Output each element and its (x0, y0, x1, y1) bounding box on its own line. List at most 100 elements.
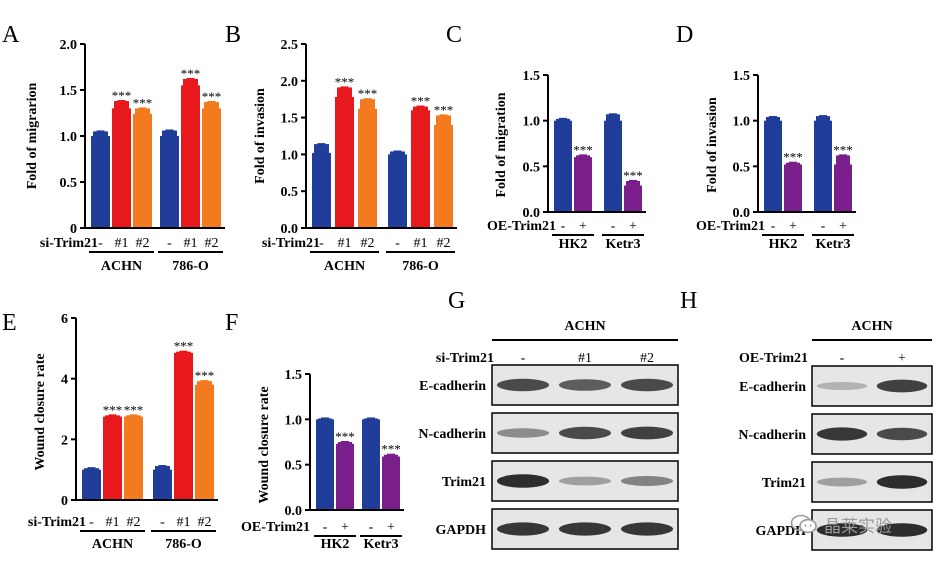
treatment-label: + (579, 219, 587, 234)
bar (160, 136, 179, 228)
group-label: ACHN (101, 259, 142, 274)
watermark: 晶莱实验 (790, 507, 940, 541)
significance-label: *** (573, 142, 593, 157)
y-tick-label: 1.0 (60, 130, 78, 145)
blot-band (496, 522, 550, 536)
group-label: HK2 (559, 237, 588, 252)
y-tick-label: 2 (61, 433, 68, 448)
lane-label: #2 (640, 351, 654, 366)
y-tick-label: 0 (61, 494, 68, 509)
bar (814, 120, 832, 212)
treatment-label: #1 (184, 236, 198, 251)
bar (103, 416, 122, 500)
bar (133, 113, 152, 228)
treatment-label: + (629, 219, 637, 234)
error-bar (338, 442, 352, 445)
panel-letter: H (680, 288, 697, 314)
watermark-text: 晶莱实验 (824, 516, 892, 537)
y-tick-label: 0.5 (285, 459, 303, 474)
significance-label: *** (202, 89, 222, 104)
error-bar (626, 180, 640, 187)
error-bar (204, 101, 219, 110)
group-label: 786-O (402, 259, 439, 274)
error-bar (176, 351, 191, 354)
significance-label: *** (181, 66, 201, 81)
bar (358, 108, 377, 228)
bar (434, 124, 453, 228)
error-bar (337, 87, 352, 98)
panel-letter: C (446, 22, 462, 48)
error-bar (576, 155, 590, 159)
group-label: ACHN (92, 537, 133, 552)
significance-label: *** (381, 442, 401, 457)
blot-band (876, 523, 928, 537)
significance-label: *** (434, 102, 454, 117)
significance-label: *** (174, 339, 194, 354)
factor-label: OE-Trim21 (487, 219, 556, 234)
y-tick-label: 0.0 (285, 504, 303, 519)
y-tick-label: 0.5 (523, 160, 541, 175)
bar (174, 352, 193, 500)
y-tick-label: 0.5 (733, 160, 751, 175)
blot-band (620, 378, 674, 392)
group-label: 786-O (165, 537, 202, 552)
y-tick-label: 2.5 (281, 38, 299, 53)
bar (411, 110, 430, 228)
error-bar (606, 114, 620, 122)
panel-letter: B (225, 22, 241, 48)
factor-label: si-Trim21 (262, 236, 320, 251)
blot-band (620, 522, 674, 536)
error-bar (314, 144, 329, 154)
bar (624, 185, 642, 212)
group-label: Ketr3 (606, 237, 641, 252)
y-tick-label: 0.5 (60, 176, 78, 191)
significance-label: *** (335, 429, 355, 444)
treatment-label: #2 (437, 236, 451, 251)
panel-d: D 0.0 0.5 1.0 1.5 Fold of invasion *** *** OE-Tr… (676, 22, 856, 252)
error-bar (360, 99, 375, 110)
error-bar (384, 454, 398, 458)
y-tick-label: 2.0 (60, 38, 78, 53)
panel-letter: D (676, 22, 693, 48)
bar (336, 443, 354, 510)
bar (316, 419, 334, 510)
bar (382, 456, 400, 510)
significance-label: *** (783, 150, 803, 165)
group-label: 786-O (172, 259, 209, 274)
error-bar (162, 130, 177, 137)
significance-label: *** (195, 368, 215, 383)
protein-label: Trim21 (762, 476, 806, 491)
significance-label: *** (411, 94, 431, 109)
treatment-label: #2 (136, 236, 150, 251)
treatment-label: #2 (127, 515, 141, 530)
treatment-label: - (611, 219, 616, 234)
error-bar (105, 415, 120, 418)
blot-band (876, 379, 928, 393)
blot-band (558, 426, 612, 440)
treatment-label: + (839, 219, 847, 234)
treatment-label: - (369, 520, 374, 535)
error-bar (390, 151, 405, 156)
treatment-label: #1 (115, 236, 129, 251)
blot-band (496, 428, 550, 438)
factor-label: si-Trim21 (436, 351, 494, 366)
y-tick-label: 1.5 (733, 69, 751, 84)
significance-label: *** (133, 95, 153, 110)
y-tick-label: 1.0 (523, 115, 541, 130)
protein-label: Trim21 (442, 475, 486, 490)
treatment-label: - (323, 520, 328, 535)
cell-line-label: ACHN (564, 319, 605, 334)
blot-band (558, 476, 612, 486)
y-tick-label: 1.0 (733, 115, 751, 130)
protein-label: E-cadherin (419, 379, 486, 394)
protein-label: N-cadherin (418, 427, 486, 442)
bar (153, 469, 172, 500)
treatment-label: - (771, 219, 776, 234)
factor-label: OE-Trim21 (739, 351, 808, 366)
error-bar (816, 116, 830, 122)
y-tick-label: 0 (70, 222, 77, 237)
factor-label: si-Trim21 (40, 236, 98, 251)
panel-letter: F (225, 310, 238, 336)
